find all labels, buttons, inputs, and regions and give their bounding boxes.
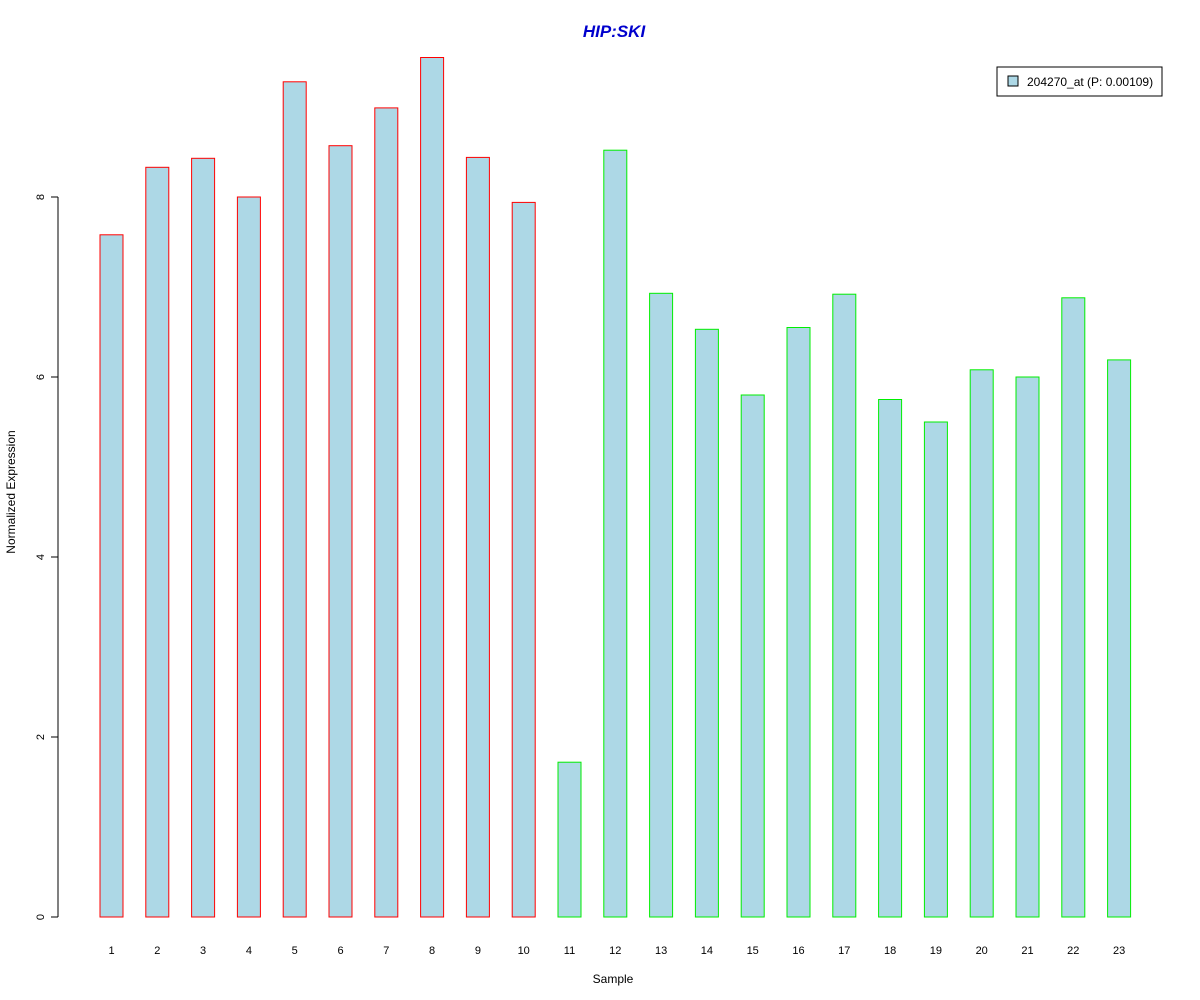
x-tick-label: 14 <box>701 945 713 957</box>
bar-sample-19 <box>923 421 948 918</box>
y-tick-label: 6 <box>35 374 47 380</box>
x-tick-label: 21 <box>1021 945 1033 957</box>
bar-sample-8 <box>420 57 445 918</box>
bar-sample-7 <box>374 107 399 918</box>
bar-sample-12 <box>603 149 628 918</box>
bar-sample-17 <box>832 293 857 918</box>
legend-entry-label: 204270_at (P: 0.00109) <box>1027 75 1153 89</box>
y-tick-label: 2 <box>35 734 47 740</box>
bar-sample-22 <box>1061 297 1086 918</box>
bar-sample-11 <box>557 761 582 918</box>
y-axis: 0 2 4 6 8 <box>35 194 59 920</box>
x-tick-label: 20 <box>976 945 988 957</box>
x-tick-label: 10 <box>518 945 530 957</box>
x-tick-label: 8 <box>429 945 435 957</box>
bar-sample-4 <box>236 196 261 918</box>
x-tick-label: 9 <box>475 945 481 957</box>
x-tick-label: 12 <box>609 945 621 957</box>
x-tick-label: 2 <box>154 945 160 957</box>
x-tick-label: 1 <box>108 945 114 957</box>
bar-sample-5 <box>282 81 307 918</box>
legend-box <box>996 66 1163 97</box>
x-tick-label: 11 <box>564 945 575 957</box>
x-tick-label: 5 <box>292 945 298 957</box>
bar-sample-23 <box>1107 359 1132 918</box>
bar-sample-14 <box>694 328 719 918</box>
x-tick-label: 4 <box>246 945 252 957</box>
x-tick-label: 19 <box>930 945 942 957</box>
y-axis-label: Normalized Expression <box>4 430 18 553</box>
bar-sample-6 <box>328 145 353 918</box>
chart-title: HIP:SKI <box>583 22 647 41</box>
bars <box>99 57 1132 918</box>
x-axis-label: Sample <box>593 972 634 986</box>
bar-sample-15 <box>740 394 765 918</box>
bar-sample-16 <box>786 327 811 918</box>
bar-sample-20 <box>969 369 994 918</box>
x-tick-label: 16 <box>792 945 804 957</box>
x-tick-label: 18 <box>884 945 896 957</box>
legend: 204270_at (P: 0.00109) <box>996 66 1163 97</box>
bar-sample-1 <box>99 234 124 918</box>
x-tick-labels: 1 2 3 4 5 6 7 8 9 10 11 12 13 14 15 16 17 18 19 20 21 22 23 <box>108 945 1125 957</box>
bar-sample-9 <box>465 156 490 918</box>
bar-sample-10 <box>511 201 536 918</box>
legend-swatch <box>1007 75 1019 87</box>
x-tick-label: 15 <box>747 945 759 957</box>
y-tick-label: 0 <box>35 914 47 920</box>
y-tick-label: 4 <box>35 554 47 560</box>
x-tick-label: 7 <box>383 945 389 957</box>
bar-sample-21 <box>1015 376 1040 918</box>
bar-sample-3 <box>191 157 216 918</box>
x-tick-label: 17 <box>838 945 850 957</box>
bar-sample-18 <box>878 399 903 918</box>
bar-sample-13 <box>649 292 674 918</box>
x-tick-label: 23 <box>1113 945 1125 957</box>
x-tick-label: 22 <box>1067 945 1079 957</box>
y-tick-label: 8 <box>35 194 47 200</box>
bar-sample-2 <box>145 166 170 918</box>
x-tick-label: 3 <box>200 945 206 957</box>
x-tick-label: 6 <box>337 945 343 957</box>
x-tick-label: 13 <box>655 945 667 957</box>
